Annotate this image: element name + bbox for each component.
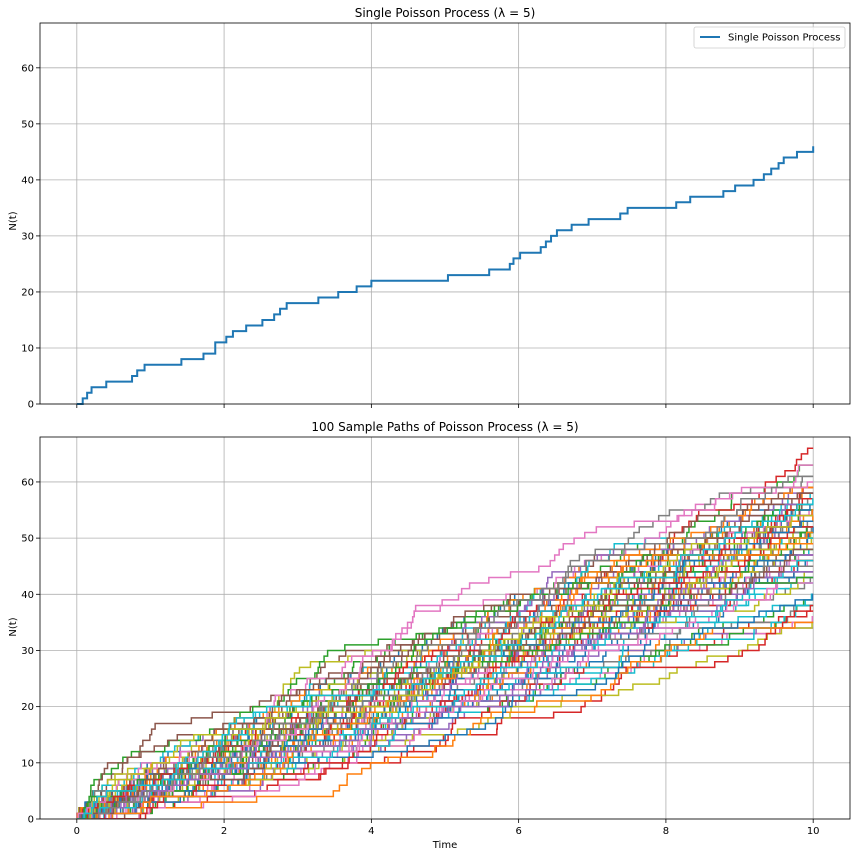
sample-path: [76, 486, 814, 819]
sample-path: [76, 531, 814, 819]
axis-ticks: 0 2 4 6 8 10 0 10 20 30 40 50 60: [21, 477, 819, 837]
y-tick-label: 0: [28, 815, 34, 826]
chart-title: 100 Sample Paths of Poisson Process (λ =…: [311, 420, 578, 434]
y-tick-label: 60: [21, 63, 34, 74]
y-tick-label: 40: [21, 175, 34, 186]
x-tick-label: 8: [663, 826, 669, 837]
y-tick-label: 60: [21, 477, 34, 488]
y-tick-label: 10: [21, 343, 34, 354]
sample-path: [76, 475, 814, 819]
y-tick-label: 10: [21, 758, 34, 769]
y-axis-label: N(t): [8, 617, 19, 636]
sample-path: [76, 627, 814, 819]
y-tick-label: 30: [21, 646, 34, 657]
sample-path: [76, 554, 814, 819]
sample-path: [76, 531, 814, 819]
sample-path: [76, 526, 814, 819]
sample-path: [76, 526, 814, 819]
legend-box: [693, 26, 846, 49]
sample-path: [76, 526, 814, 819]
y-axis-label: N(t): [8, 211, 19, 230]
plot-frame: [39, 22, 851, 405]
sample-path: [76, 531, 814, 819]
y-tick-label: 0: [28, 400, 34, 411]
x-tick-label: 2: [221, 826, 227, 837]
y-tick-label: 50: [21, 534, 34, 545]
sample-path: [76, 621, 814, 819]
series-line: [76, 146, 815, 405]
sample-path: [76, 621, 814, 819]
single-process-panel: Single Poisson Process (λ = 5) N(t) 0 10 2…: [8, 6, 851, 411]
sample-path: [76, 520, 814, 819]
sample-path: [76, 542, 814, 819]
y-tick-label: 30: [21, 231, 34, 242]
sample-path: [76, 520, 814, 819]
x-tick-label: 4: [368, 826, 374, 837]
sample-path: [76, 464, 814, 819]
series-group: [76, 146, 815, 405]
y-tick-label: 20: [21, 702, 34, 713]
legend-entry: Single Poisson Process: [728, 33, 840, 44]
sample-path: [76, 498, 814, 819]
x-tick-label: 6: [515, 826, 521, 837]
sample-path: [76, 531, 814, 819]
sample-path: [76, 571, 814, 819]
y-tick-label: 20: [21, 287, 34, 298]
sample-path: [76, 531, 814, 819]
series-group: [76, 447, 814, 819]
sample-path: [76, 514, 814, 819]
sample-path: [76, 520, 814, 819]
sample-path: [76, 604, 814, 819]
x-tick-label: 0: [74, 826, 80, 837]
sample-path: [76, 498, 814, 819]
chart-title: Single Poisson Process (λ = 5): [355, 6, 536, 20]
y-tick-label: 40: [21, 590, 34, 601]
sample-path: [76, 559, 814, 819]
legend: Single Poisson Process: [693, 26, 846, 49]
sample-paths-panel: 100 Sample Paths of Poisson Process (λ =…: [8, 420, 851, 851]
sample-path: [76, 492, 814, 819]
plot-frame: [39, 436, 851, 820]
y-tick-label: 50: [21, 119, 34, 130]
x-axis-label: Time: [432, 840, 457, 851]
sample-path: [76, 520, 814, 819]
x-tick-label: 10: [807, 826, 820, 837]
sample-path: [76, 548, 814, 819]
axis-ticks: 0 10 20 30 40 50 60: [21, 63, 814, 411]
sample-path: [76, 593, 814, 819]
